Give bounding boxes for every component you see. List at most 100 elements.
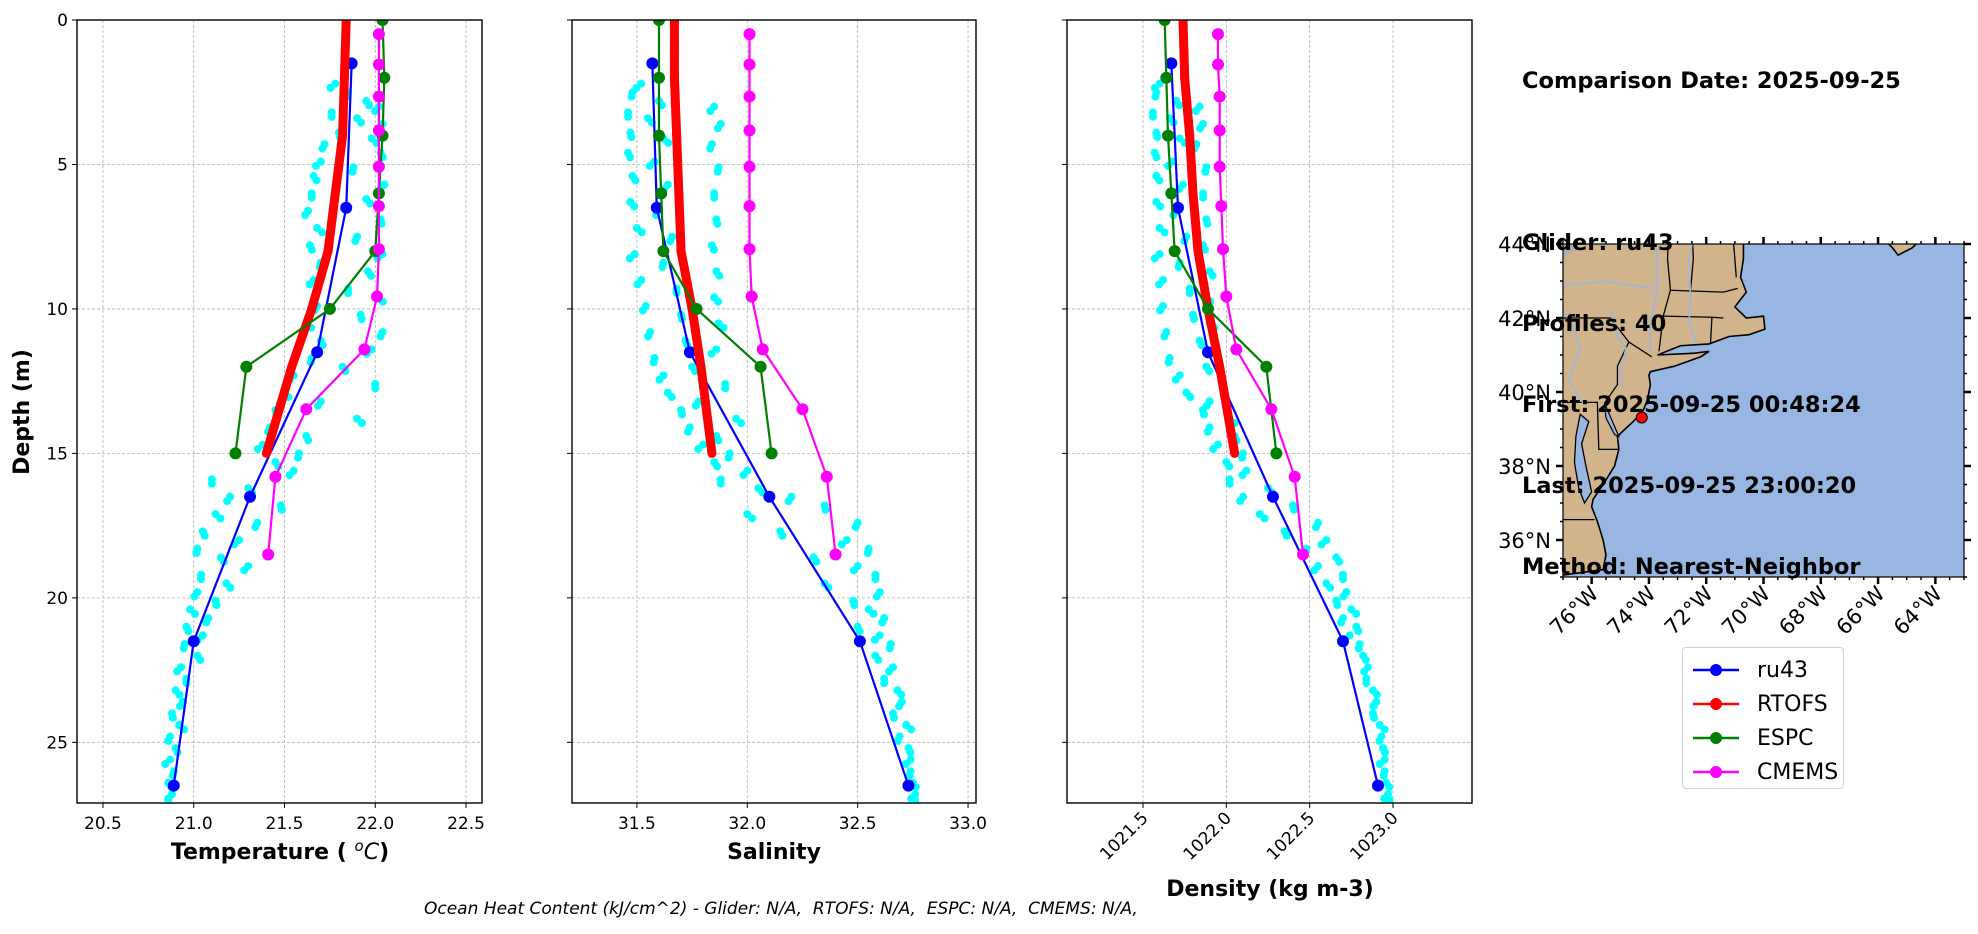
data-point (323, 302, 336, 315)
data-point (311, 346, 324, 359)
density-axis-label: Density (kg m-3) (1166, 877, 1374, 902)
scatter-point (664, 138, 673, 147)
scatter-point (175, 690, 184, 699)
scatter-point (1380, 748, 1389, 757)
scatter-point (200, 531, 209, 540)
data-point (1213, 90, 1226, 103)
scatter-point (1354, 644, 1363, 653)
data-point (269, 470, 282, 483)
glider-profile-scatter (1149, 79, 1394, 803)
scatter-point (1335, 557, 1344, 566)
plot-area (161, 20, 391, 803)
scatter-point (1339, 575, 1347, 584)
comparison-date: Comparison Date: 2025-09-25 (1522, 68, 1901, 94)
scatter-point (1326, 583, 1335, 592)
scatter-point (307, 245, 316, 254)
plot-area (624, 20, 920, 803)
data-point (1230, 343, 1243, 356)
scatter-point (161, 759, 170, 768)
scatter-point (625, 254, 634, 263)
data-point (646, 57, 659, 70)
data-point (1178, 20, 1188, 25)
data-point (745, 290, 758, 303)
scatter-point (294, 453, 303, 462)
legend: ru43 RTOFS ESPC CMEMS (1682, 647, 1844, 789)
scatter-point (1225, 479, 1234, 488)
series-line (262, 20, 351, 455)
series-espc (229, 20, 391, 460)
scatter-point (207, 479, 216, 488)
scatter-point (849, 566, 858, 575)
land (1563, 244, 1766, 576)
scatter-point (1375, 736, 1384, 745)
data-point (1215, 362, 1225, 372)
lat-tick-label: 42°N (1498, 307, 1551, 331)
data-point (1165, 57, 1178, 70)
state-border (1709, 317, 1713, 344)
scatter-point (1149, 112, 1157, 121)
scatter-point (365, 101, 374, 110)
scatter-point (1199, 193, 1207, 202)
scatter-point (649, 358, 658, 367)
lat-tick-label: 44°N (1498, 233, 1551, 257)
scatter-point (357, 315, 366, 324)
scatter-point (307, 193, 316, 202)
glider-name: Glider: ru43 (1522, 230, 1674, 256)
scatter-point (871, 575, 880, 584)
plot-area (1149, 20, 1394, 803)
scatter-point (1156, 306, 1165, 315)
scatter-point (1191, 107, 1200, 116)
data-point (340, 201, 353, 214)
state-border (1563, 317, 1653, 358)
scatter-point (638, 306, 647, 315)
data-point (307, 304, 317, 314)
data-point (1260, 360, 1273, 373)
series-line (651, 63, 910, 787)
scatter-point (1379, 771, 1388, 780)
scatter-point (285, 471, 294, 480)
data-point (262, 548, 275, 561)
scatter-point (1369, 702, 1378, 711)
data-point (763, 490, 776, 503)
state-border (1732, 244, 1737, 278)
closing-paren: ) (379, 840, 389, 865)
scatter-point (869, 609, 878, 618)
series-ru43 (1165, 57, 1384, 792)
series-line (669, 20, 717, 454)
scatter-point (1208, 271, 1217, 280)
scatter-point (184, 627, 193, 636)
scatter-point (196, 655, 205, 664)
scatter-point (885, 667, 894, 676)
scatter-point (870, 635, 879, 644)
scatter-point (1312, 523, 1321, 532)
series-rtofs (669, 20, 717, 458)
scatter-point (1152, 153, 1161, 162)
data-point (756, 343, 769, 356)
legend-marker-rtofs (1693, 698, 1739, 710)
state-border (1689, 244, 1694, 292)
scatter-point (190, 609, 199, 618)
data-point (674, 188, 684, 198)
scatter-point (1150, 83, 1159, 92)
x-tick-label: 33.0 (949, 814, 987, 834)
x-tick-label: 22.5 (447, 814, 485, 834)
state-border (1670, 287, 1738, 293)
legend-label-ru43: ru43 (1757, 657, 1808, 683)
x-tick-label: 31.5 (618, 814, 656, 834)
glider-location-marker (1635, 411, 1648, 424)
lat-tick-label: 38°N (1498, 455, 1551, 479)
data-point (358, 343, 371, 356)
series-line (1163, 20, 1278, 454)
scatter-point (630, 202, 639, 211)
scatter-point (1186, 393, 1195, 402)
data-point (696, 362, 706, 372)
series-ru43 (167, 57, 358, 792)
river (1610, 310, 1627, 389)
scatter-point (348, 167, 357, 176)
data-point (372, 58, 385, 71)
data-point (829, 548, 842, 561)
scatter-point (190, 592, 199, 601)
scatter-point (240, 566, 249, 575)
data-point (1265, 403, 1278, 416)
data-point (372, 243, 385, 256)
